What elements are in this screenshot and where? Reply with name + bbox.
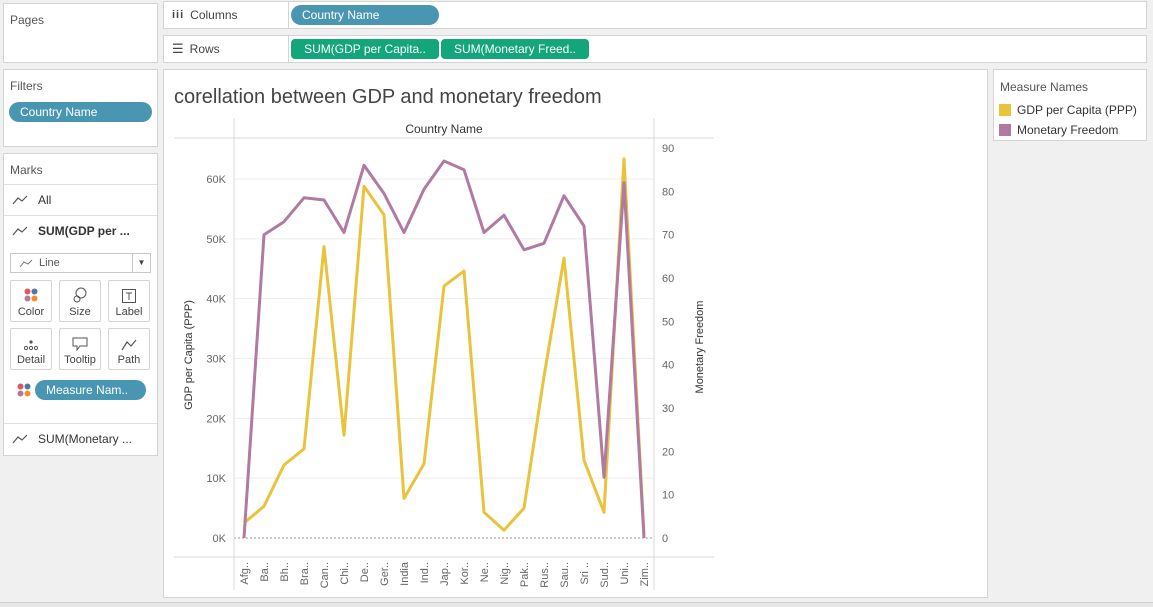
x-tick-label: Sau.. [559, 562, 571, 588]
legend-swatch [999, 104, 1011, 116]
right-tick-label: 40 [662, 360, 674, 372]
x-tick-label: Bra.. [299, 562, 311, 585]
marks-card-monetary[interactable]: SUM(Monetary ... [4, 423, 157, 454]
legend-item-gdp[interactable]: GDP per Capita (PPP) [999, 103, 1137, 117]
left-tick-label: 30K [206, 354, 226, 366]
color-encoding-icon [17, 383, 31, 397]
x-tick-label: Chi.. [339, 562, 351, 585]
rows-pill-gdp[interactable]: SUM(GDP per Capita.. [291, 39, 439, 59]
x-tick-label: Ind.. [419, 562, 431, 583]
rows-pill-monetary[interactable]: SUM(Monetary Freed.. [441, 39, 589, 59]
columns-icon: iii [172, 9, 185, 21]
x-tick-label: Pak.. [519, 562, 531, 587]
legend-title: Measure Names [1000, 80, 1089, 94]
color-icon [24, 288, 38, 302]
line-mark-icon [12, 226, 28, 236]
pages-title: Pages [10, 13, 45, 27]
line-mark-icon [12, 434, 28, 444]
right-axis-title: Monetary Freedom [694, 301, 706, 394]
path-button[interactable]: Path [108, 328, 150, 370]
series-line[interactable] [242, 159, 646, 539]
x-tick-label: Uni.. [619, 562, 631, 585]
x-tick-label: Rus.. [539, 562, 551, 588]
right-tick-label: 50 [662, 316, 674, 328]
right-tick-label: 90 [662, 143, 674, 155]
left-axis-title: GDP per Capita (PPP) [183, 300, 195, 410]
line-mark-icon [12, 195, 28, 205]
columns-pill-country-name[interactable]: Country Name [291, 5, 439, 25]
x-tick-label: Kor.. [459, 562, 471, 585]
left-tick-label: 40K [206, 294, 226, 306]
x-tick-label: Zim.. [639, 562, 651, 586]
sheet-tab-strip [0, 602, 1153, 607]
right-tick-label: 60 [662, 273, 674, 285]
filters-panel: Filters Country Name [3, 69, 158, 147]
filter-pill-country-name[interactable]: Country Name [9, 102, 152, 122]
chart-title: corellation between GDP and monetary fre… [174, 86, 602, 108]
line-chart: corellation between GDP and monetary fre… [174, 86, 714, 590]
legend-item-monetary[interactable]: Monetary Freedom [999, 123, 1118, 137]
chevron-down-icon: ▼ [132, 254, 150, 272]
right-tick-label: 20 [662, 446, 674, 458]
x-tick-label: India [399, 561, 411, 586]
left-tick-label: 0K [213, 533, 227, 545]
pages-panel: Pages [3, 3, 158, 63]
x-tick-label: De.. [359, 562, 371, 582]
x-tick-label: Nig.. [499, 562, 511, 585]
legend-swatch [999, 124, 1011, 136]
mark-type-select[interactable]: Line ▼ [10, 253, 151, 273]
marks-title: Marks [10, 163, 43, 177]
filters-title: Filters [10, 79, 43, 93]
label-button[interactable]: Label [108, 280, 150, 322]
x-tick-label: Ba.. [259, 562, 271, 582]
size-icon [73, 287, 87, 303]
rows-icon: ☰ [172, 41, 184, 56]
left-tick-label: 50K [206, 234, 226, 246]
tooltip-icon [72, 337, 88, 351]
marks-color-pill-measure-names[interactable]: Measure Nam.. [35, 380, 146, 400]
legend-panel: Measure Names GDP per Capita (PPP) Monet… [993, 69, 1147, 141]
right-tick-label: 0 [662, 533, 668, 545]
series-line[interactable] [243, 157, 646, 535]
x-tick-label: Ger.. [379, 562, 391, 586]
detail-icon [23, 340, 39, 351]
right-tick-label: 80 [662, 186, 674, 198]
line-mark-icon [19, 259, 33, 267]
left-tick-label: 60K [206, 174, 226, 186]
x-axis-title: Country Name [405, 122, 483, 136]
left-tick-label: 10K [206, 473, 226, 485]
detail-button[interactable]: Detail [10, 328, 52, 370]
rows-shelf[interactable]: ☰ Rows SUM(GDP per Capita.. SUM(Monetary… [163, 35, 1147, 63]
label-icon [122, 289, 136, 303]
x-tick-label: Afg.. [239, 562, 251, 585]
columns-label: Columns [190, 8, 238, 22]
columns-shelf[interactable]: iii Columns Country Name [163, 1, 1147, 29]
x-tick-label: Sud.. [599, 562, 611, 588]
x-tick-label: Sri .. [579, 562, 591, 585]
tooltip-button[interactable]: Tooltip [59, 328, 101, 370]
right-tick-label: 10 [662, 490, 674, 502]
x-tick-label: Can.. [319, 562, 331, 588]
x-tick-label: Bh.. [279, 562, 291, 582]
x-tick-label: Ne.. [479, 562, 491, 582]
left-tick-label: 20K [206, 413, 226, 425]
marks-card-all[interactable]: All [4, 184, 157, 215]
right-tick-label: 70 [662, 230, 674, 242]
size-button[interactable]: Size [59, 280, 101, 322]
color-button[interactable]: Color [10, 280, 52, 322]
marks-panel: Marks All SUM(GDP per ... SUM(Monetary .… [3, 153, 158, 456]
right-tick-label: 30 [662, 403, 674, 415]
path-icon [121, 339, 137, 351]
marks-card-gdp[interactable]: SUM(GDP per ... [4, 215, 157, 246]
rows-label: Rows [189, 42, 220, 56]
x-tick-label: Jap.. [439, 562, 451, 586]
view-panel: corellation between GDP and monetary fre… [163, 69, 988, 598]
